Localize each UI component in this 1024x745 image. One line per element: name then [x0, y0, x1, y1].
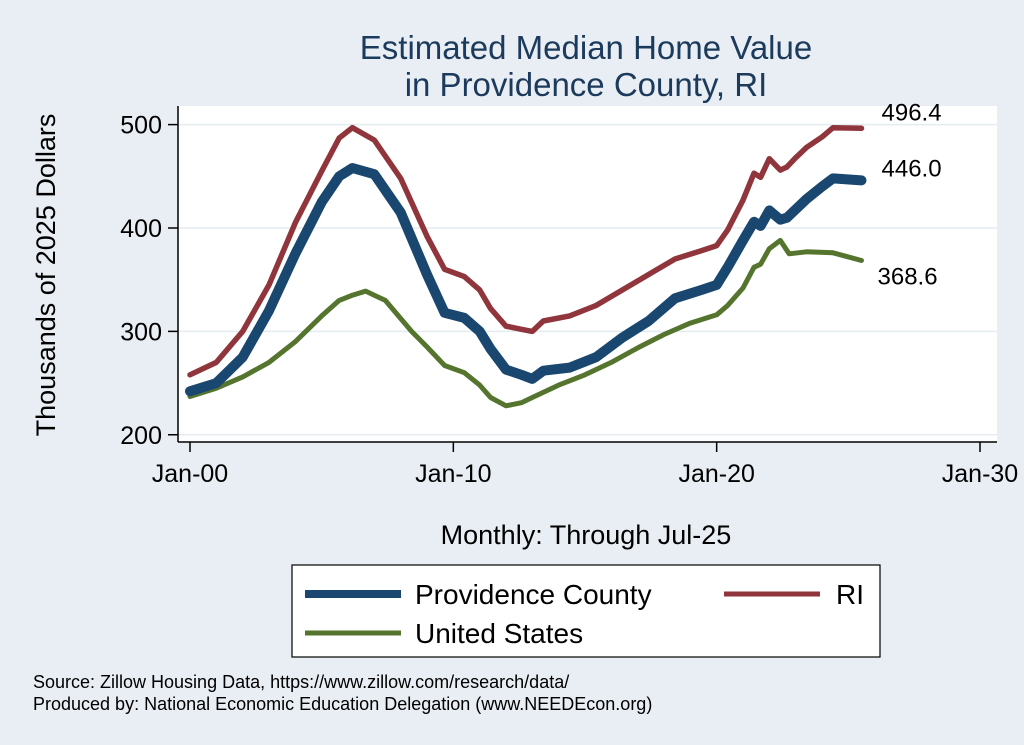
end-labels: 446.0 496.4 368.6	[878, 99, 942, 290]
x-axis-title: Monthly: Through Jul-25	[441, 520, 732, 550]
x-tick-label-Jan-20: Jan-20	[678, 460, 754, 488]
y-tick-label-200: 200	[120, 422, 162, 450]
chart-title-line-1: Estimated Median Home Value	[360, 29, 812, 66]
y-axis-title: Thousands of 2025 Dollars	[31, 114, 61, 437]
source-note: Source: Zillow Housing Data, https://www…	[33, 672, 569, 692]
x-tick-label-Jan-00: Jan-00	[152, 460, 228, 488]
gridlines	[178, 123, 997, 436]
y-ticks: 200 300 400 500	[120, 112, 178, 450]
series-line-providence-county	[185, 163, 867, 397]
legend-label-united-states: United States	[415, 618, 583, 649]
chart-title-line-2: in Providence County, RI	[405, 66, 768, 103]
producer-note: Produced by: National Economic Education…	[33, 694, 652, 714]
legend-box	[291, 564, 881, 658]
series-lines	[185, 124, 867, 409]
end-label-providence-county: 446.0	[882, 155, 942, 182]
legend-label-providence-county: Providence County	[415, 579, 652, 610]
series-line-ri	[187, 124, 865, 378]
y-tick-label-400: 400	[120, 215, 162, 243]
y-tick-label-300: 300	[120, 318, 162, 346]
legend: Providence County RI United States	[291, 564, 881, 658]
x-tick-label-Jan-30: Jan-30	[942, 460, 1018, 488]
plot-area	[178, 106, 997, 442]
x-ticks: Jan-00 Jan-10 Jan-20 Jan-30	[152, 442, 1018, 488]
series-line-united-states	[187, 237, 864, 409]
y-tick-label-500: 500	[120, 112, 162, 140]
end-label-united-states: 368.6	[878, 263, 938, 290]
end-label-ri: 496.4	[882, 99, 942, 126]
legend-label-ri: RI	[836, 579, 864, 610]
x-tick-label-Jan-10: Jan-10	[415, 460, 491, 488]
